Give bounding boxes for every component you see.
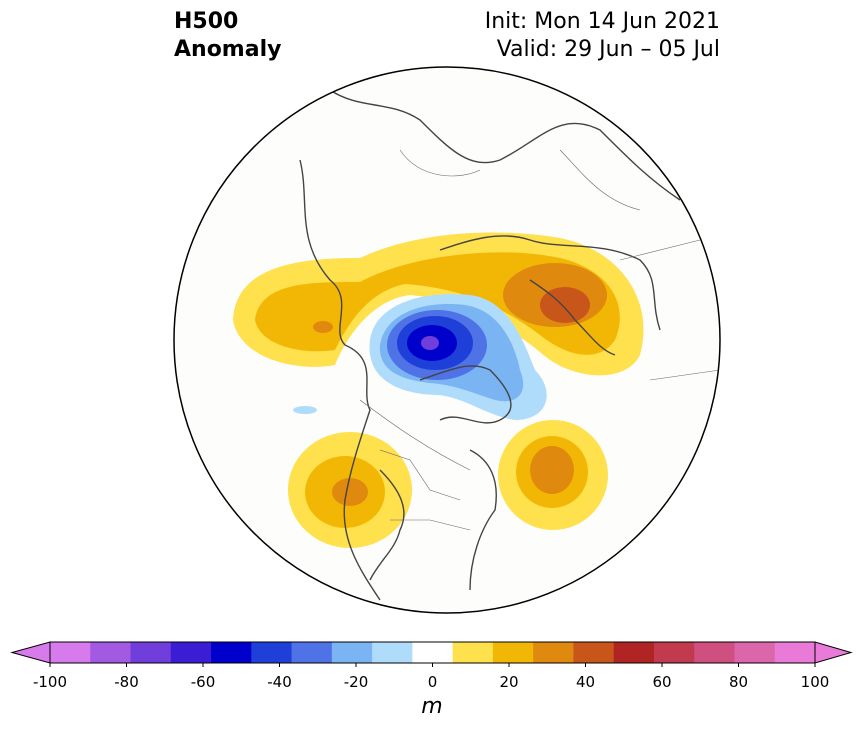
colorbar-tick-label: 60 [652,673,672,691]
colorbar-segment [452,642,494,663]
colorbar-tick-label: -20 [343,673,369,691]
trough-arctic-minus60 [421,336,439,350]
colorbar-tick-label: -100 [32,673,68,691]
colorbar-segment [170,642,212,663]
title-quantity: Anomaly [174,37,282,62]
colorbar-tick-label: -40 [267,673,292,691]
colorbar-segment [573,642,615,663]
chart-title-left: H500 Anomaly [174,8,281,64]
colorbar-frame [49,641,816,664]
colorbar-under-arrow [10,641,51,664]
colorbar-segment [694,642,735,663]
colorbar-segment [492,642,534,663]
colorbar-tick-label: 100 [800,673,830,691]
title-init-date: Init: Mon 14 Jun 2021 [484,9,720,34]
coastlines [299,89,681,601]
colorbar-segment [50,642,91,663]
ridge-atlantic-40 [530,446,574,494]
colorbar-segment [211,642,252,663]
colorbar-segment [251,642,293,663]
title-valid-range: Valid: 29 Jun – 05 Jul [496,37,720,62]
colorbar-segment [533,642,574,663]
title-variable: H500 [174,9,239,34]
colorbar-tick-label: 80 [728,673,749,691]
political-borders [359,149,720,531]
colorbar-tick-label: 20 [499,673,519,691]
colorbar-segment [412,642,454,663]
colorbar-segment [774,642,816,663]
colorbar-tick-label: -60 [190,673,216,691]
colorbar-tick-label: 40 [575,673,596,691]
colorbar-segment [331,642,373,663]
globe-boundary [173,66,721,614]
colorbar-segment [613,642,655,663]
colorbar-over-arrow [814,641,853,664]
colorbar-segments [10,641,853,667]
colorbar-segment [291,642,333,663]
colorbar-tick-label: 0 [427,673,438,691]
colorbar-segment [734,642,776,663]
colorbar-tick-label: -80 [114,673,139,691]
colorbar-segment [372,642,413,663]
ridge-pacific-40 [313,321,333,333]
colorbar-segment [653,642,695,663]
colorbar-units: m [421,694,443,719]
trough-pacific-minus10 [293,406,317,414]
polar-map [173,66,721,614]
anomaly-fields [233,89,720,601]
colorbar-segment [130,642,172,663]
ridge-west-na-40 [332,478,368,506]
colorbar-segment [90,642,132,663]
chart-title-right: Init: Mon 14 Jun 2021 Valid: 29 Jun – 05… [485,8,720,64]
